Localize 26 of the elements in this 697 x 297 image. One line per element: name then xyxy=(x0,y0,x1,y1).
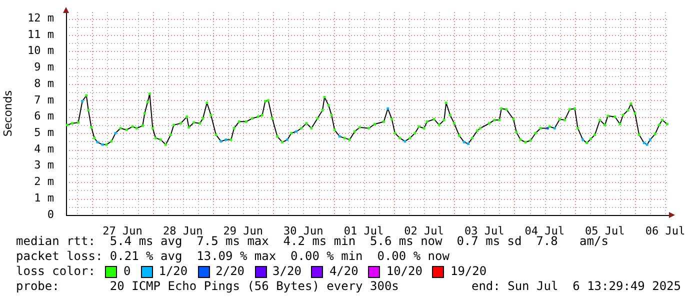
y-tick-label: 3 m xyxy=(34,158,54,172)
y-axis-title: Seconds xyxy=(1,90,14,137)
y-tick-label: 7 m xyxy=(34,93,54,106)
text: end: Sun Jul 6 13:29:49 2025 xyxy=(471,279,681,294)
legend-label: 19/20 xyxy=(450,264,487,279)
text: probe: 20 ICMP Echo Pings (56 Bytes) every 300s xyxy=(16,279,399,294)
legend-title: loss color: xyxy=(16,264,96,279)
y-tick-label: 12 m xyxy=(28,11,54,24)
legend-label: 1/20 xyxy=(158,264,188,279)
text: packet loss: 0.21 % avg 13.09 % max 0.00 % min 0.00 % now xyxy=(16,249,450,264)
y-tick-label: 9 m xyxy=(34,60,54,74)
y-tick-label: 5 m xyxy=(34,126,54,140)
legend-label: 2/20 xyxy=(216,264,245,279)
y-tick-label: 2 m xyxy=(34,175,54,188)
y-tick-label: 10 m xyxy=(28,44,54,58)
legend-label: 0 xyxy=(123,264,131,279)
y-tick-label: 8 m xyxy=(34,76,54,90)
legend-label: 4/20 xyxy=(329,264,358,279)
y-tick-label: 4 m xyxy=(34,142,54,156)
x-tick-label: 06 Jul xyxy=(645,224,686,238)
y-tick-label: 6 m xyxy=(34,110,54,123)
y-tick-label: 11 m xyxy=(28,28,54,41)
y-tick-label: 1 m xyxy=(34,191,54,204)
legend-label: 10/20 xyxy=(386,264,422,279)
legend-label: 3/20 xyxy=(272,264,302,279)
y-tick-label: 0 xyxy=(47,208,54,221)
